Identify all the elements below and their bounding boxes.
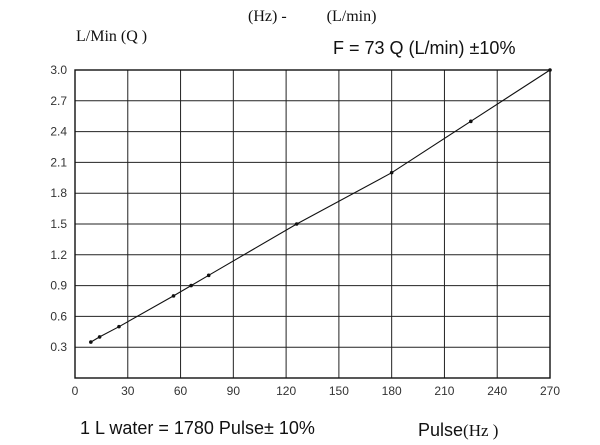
x-tick-label: 120 <box>276 384 296 398</box>
data-point <box>117 324 121 329</box>
y-tick-label: 1.8 <box>50 186 67 200</box>
data-point <box>171 294 176 298</box>
formula-annotation: F = 73 Q (L/min) ±10% <box>333 38 516 58</box>
x-axis-label-text: Pulse <box>418 420 464 440</box>
y-tick-label: 1.5 <box>50 217 67 231</box>
x-tick-label: 90 <box>227 384 241 398</box>
data-point <box>89 340 93 344</box>
x-tick-label: 60 <box>174 384 188 398</box>
plot-frame <box>74 69 551 379</box>
data-point <box>189 283 193 288</box>
y-tick-label: 2.7 <box>50 94 67 108</box>
y-tick-label: 0.3 <box>50 340 67 354</box>
data-point <box>469 119 473 124</box>
y-axis-label: L/Min (Q ) <box>76 28 148 45</box>
x-axis-label: Pulse(Hz ) <box>418 420 498 441</box>
y-tick-labels: 0.3 0.6 0.9 1.2 1.5 1.8 2.1 2.4 2.7 3.0 <box>50 63 67 354</box>
x-tick-label: 210 <box>434 384 454 398</box>
series-line-path <box>90 69 551 343</box>
y-tick-label: 0.9 <box>50 279 67 293</box>
y-tick-label: 2.4 <box>50 125 67 139</box>
data-point <box>548 68 552 72</box>
series-line <box>90 69 551 343</box>
x-tick-label: 270 <box>540 384 560 398</box>
x-tick-label: 180 <box>382 384 402 398</box>
chart-title-unit: (L/min) <box>326 8 377 25</box>
water-pulse-footnote: 1 L water = 1780 Pulse± 10% <box>80 418 315 438</box>
x-tick-label: 0 <box>72 384 79 398</box>
x-tick-label: 150 <box>329 384 349 398</box>
x-tick-label: 240 <box>487 384 507 398</box>
data-point <box>294 222 299 226</box>
y-tick-label: 2.1 <box>50 155 67 169</box>
x-tick-labels: 0 30 60 90 120 150 180 210 240 270 <box>72 384 561 398</box>
data-point <box>97 335 102 339</box>
data-point <box>206 273 211 278</box>
data-point <box>389 170 394 175</box>
chart-title: (Hz) - (L/min) <box>248 8 376 26</box>
x-axis-label-unit: (Hz ) <box>463 421 499 440</box>
y-tick-label: 1.2 <box>50 248 67 262</box>
y-tick-label: 0.6 <box>50 309 67 323</box>
plot-border <box>74 69 551 379</box>
x-tick-label: 30 <box>121 384 135 398</box>
chart-title-left: (Hz) - <box>248 8 287 25</box>
series-points <box>89 68 552 344</box>
grid-lines <box>75 70 550 378</box>
y-tick-label: 3.0 <box>50 63 67 77</box>
